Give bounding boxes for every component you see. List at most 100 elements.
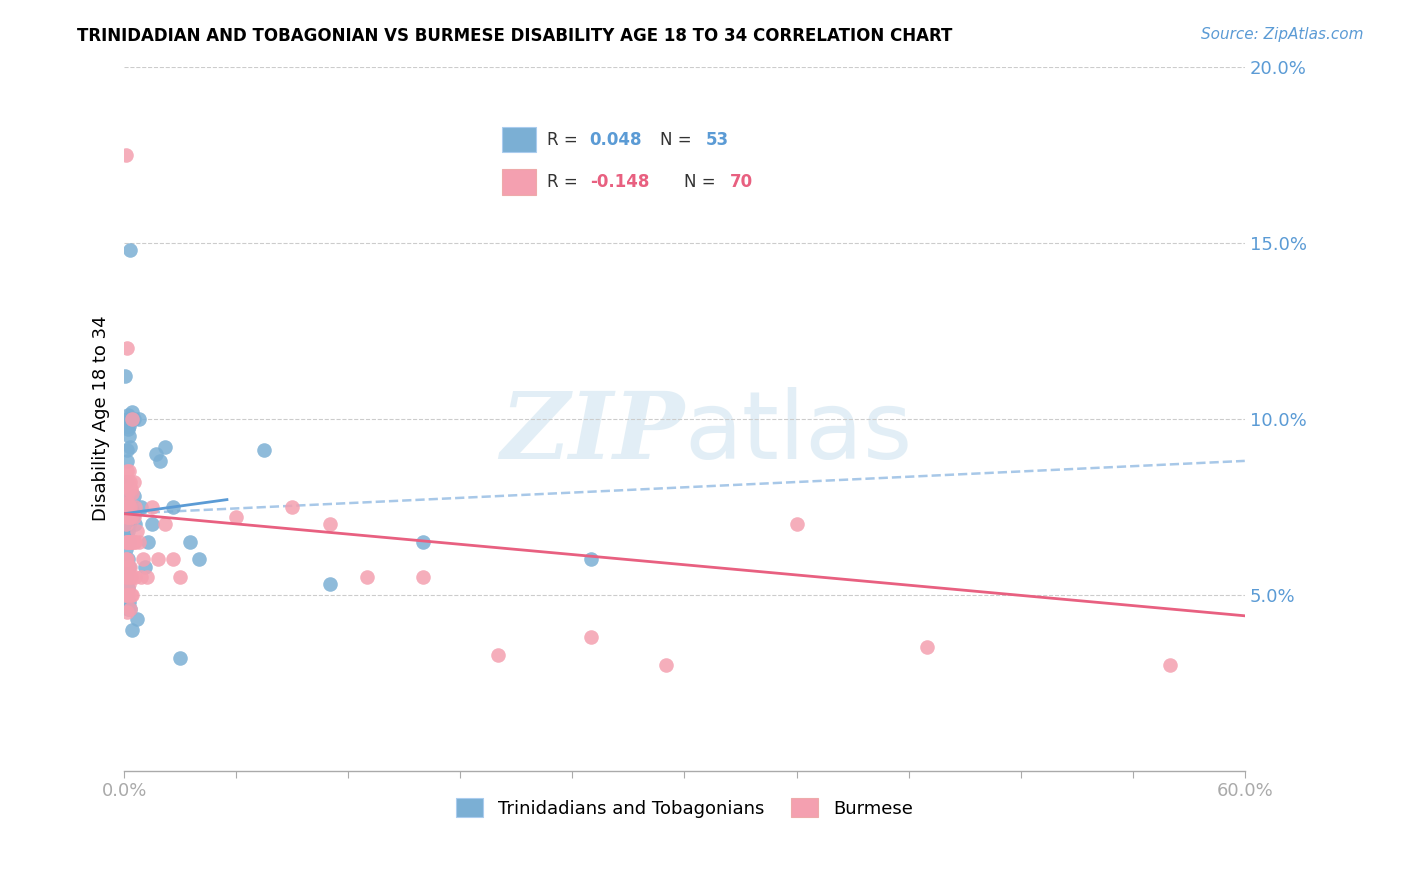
Point: [281, 500, 304, 514]
Point: [412, 534, 434, 549]
Point: [115, 524, 138, 539]
Point: [117, 581, 139, 595]
Point: [118, 475, 141, 489]
Point: [118, 418, 141, 433]
Point: [122, 534, 145, 549]
Point: [149, 454, 172, 468]
Point: [169, 651, 191, 665]
Point: [115, 605, 138, 619]
Point: [135, 570, 157, 584]
Point: [122, 507, 145, 521]
Point: [122, 489, 145, 503]
Point: [118, 570, 141, 584]
Point: [120, 482, 142, 496]
Point: [115, 570, 138, 584]
Point: [118, 500, 141, 514]
Point: [115, 147, 138, 161]
Point: [118, 465, 141, 479]
Point: [786, 517, 808, 532]
Point: [318, 577, 340, 591]
Point: [124, 534, 146, 549]
Point: [121, 411, 143, 425]
Point: [118, 534, 141, 549]
Point: [120, 510, 142, 524]
Point: [121, 623, 143, 637]
Point: [129, 500, 152, 514]
Point: [118, 559, 141, 574]
Text: Source: ZipAtlas.com: Source: ZipAtlas.com: [1201, 27, 1364, 42]
Point: [132, 552, 155, 566]
Point: [115, 341, 138, 355]
Point: [655, 658, 678, 673]
Point: [117, 408, 139, 422]
Point: [118, 577, 141, 591]
Point: [118, 429, 141, 443]
Point: [118, 595, 141, 609]
Point: [118, 517, 141, 532]
Point: [121, 534, 143, 549]
Point: [115, 541, 138, 556]
Point: [356, 570, 378, 584]
Point: [115, 517, 138, 532]
Point: [115, 552, 138, 566]
Point: [117, 559, 139, 574]
Point: [118, 601, 141, 615]
Point: [486, 648, 509, 662]
Point: [121, 404, 143, 418]
Point: [118, 534, 141, 549]
Point: [118, 601, 141, 615]
Point: [118, 559, 141, 574]
Point: [134, 559, 156, 574]
Point: [121, 588, 143, 602]
Point: [114, 500, 136, 514]
Legend: Trinidadians and Tobagonians, Burmese: Trinidadians and Tobagonians, Burmese: [449, 791, 920, 825]
Point: [115, 443, 138, 458]
Point: [155, 440, 177, 454]
Point: [124, 500, 146, 514]
Point: [115, 559, 138, 574]
Point: [118, 243, 141, 257]
Point: [118, 440, 141, 454]
Point: [120, 588, 142, 602]
Point: [579, 552, 602, 566]
Text: ZIP: ZIP: [501, 388, 685, 478]
Point: [162, 552, 184, 566]
Point: [115, 492, 138, 507]
Point: [917, 640, 939, 655]
Point: [117, 422, 139, 436]
Point: [115, 510, 138, 524]
Point: [253, 443, 276, 458]
Point: [118, 510, 141, 524]
Point: [145, 447, 167, 461]
Point: [124, 517, 146, 532]
Point: [117, 524, 139, 539]
Point: [127, 524, 149, 539]
Point: [115, 534, 138, 549]
Point: [141, 517, 163, 532]
Point: [122, 411, 145, 425]
Point: [115, 454, 138, 468]
Point: [115, 552, 138, 566]
Point: [118, 534, 141, 549]
Point: [121, 503, 143, 517]
Point: [117, 475, 139, 489]
Point: [115, 570, 138, 584]
Point: [128, 534, 150, 549]
Point: [122, 510, 145, 524]
Point: [115, 489, 138, 503]
Point: [115, 507, 138, 521]
Point: [117, 534, 139, 549]
Point: [115, 534, 138, 549]
Point: [141, 500, 163, 514]
Point: [114, 369, 136, 384]
Point: [169, 570, 191, 584]
Point: [121, 485, 143, 500]
Point: [117, 510, 139, 524]
Point: [155, 517, 177, 532]
Point: [115, 475, 138, 489]
Point: [179, 534, 201, 549]
Point: [115, 588, 138, 602]
Point: [162, 500, 184, 514]
Point: [120, 570, 142, 584]
Point: [122, 475, 145, 489]
